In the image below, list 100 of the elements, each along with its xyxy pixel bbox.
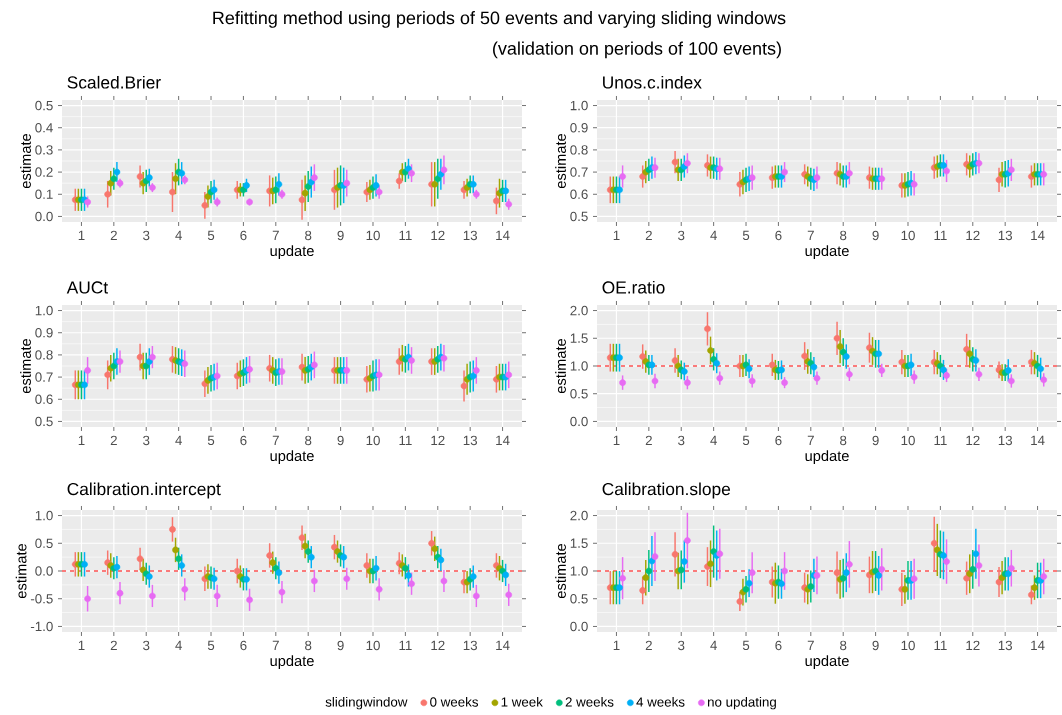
x-axis-title: update [270,245,314,259]
y-tick-label: 0.0 [570,621,588,632]
x-tick-label: 4 [710,230,717,240]
y-tick-label: 1.0 [35,510,53,521]
y-axis-title: estimate [555,338,566,394]
x-tick-label: 12 [966,230,980,241]
y-tick-label: 0.5 [570,389,588,399]
text: Refitting method using periods of 50 events and varying sliding windows [213,11,786,28]
x-tick-label: 2 [645,230,652,241]
x-tick-label: 12 [966,640,980,651]
y-tick-label: 1.0 [570,566,588,576]
x-tick-label: 1 [613,435,620,445]
x-tick-label: 1 [78,230,85,240]
x-tick-label: 4 [710,640,717,650]
x-tick-label: 12 [431,230,445,241]
x-tick-label: 1 [78,435,85,445]
x-tick-label: 8 [840,435,847,446]
y-tick-label: 0.0 [35,211,53,222]
x-tick-label: 11 [934,435,947,445]
x-tick-label: 7 [807,640,814,650]
y-tick-label: 0.7 [570,167,588,177]
y-tick-label: 0.5 [35,100,53,111]
x-tick-label: 10 [366,640,380,651]
x-tick-label: 11 [399,640,412,650]
x-tick-label: 8 [305,435,312,446]
y-tick-label: 0.5 [35,416,53,427]
legend-label: 2 weeks [565,696,614,707]
x-tick-label: 1 [613,230,620,240]
x-tick-label: 12 [431,435,445,446]
x-tick-label: 10 [901,640,915,651]
y-tick-label: 0.0 [570,416,588,427]
x-tick-label: 11 [934,230,947,240]
x-tick-label: 11 [399,230,412,240]
y-tick-label: 0.6 [35,394,53,404]
x-tick-label: 13 [998,435,1013,446]
y-tick-label: 0.3 [35,145,53,155]
chart-title: AUCt [66,281,108,294]
x-tick-label: 8 [305,640,312,651]
x-tick-label: 14 [496,435,510,445]
y-axis-title: estimate [555,543,566,599]
x-tick-label: 13 [463,435,478,446]
x-tick-label: 4 [175,435,182,445]
x-tick-label: 5 [207,230,215,241]
x-tick-label: 2 [645,640,652,651]
y-tick-label: 0.6 [570,189,588,199]
legend-title: slidingwindow [325,696,408,710]
x-tick-label: 14 [1031,640,1045,650]
x-tick-label: 13 [463,640,478,651]
x-tick-label: 2 [110,230,117,241]
y-tick-label: 0.8 [570,145,588,155]
x-tick-label: 12 [966,435,980,446]
chart-title: OE.ratio [602,280,665,294]
y-tick-label: 1.5 [570,333,588,343]
x-tick-label: 5 [207,435,215,446]
y-axis-title: estimate [15,543,27,599]
y-tick-label: 0.9 [35,328,53,338]
x-tick-label: 9 [872,435,879,446]
y-tick-label: 0.0 [35,566,53,576]
x-tick-label: 7 [272,640,279,650]
x-tick-label: 8 [305,230,312,241]
x-tick-label: 14 [1031,230,1045,240]
x-tick-label: 9 [872,640,879,651]
y-tick-label: 0.5 [570,594,588,604]
x-tick-label: 9 [337,230,344,241]
text: (validation on periods of 100 events) [493,41,781,59]
legend-label: 4 weeks [636,696,685,707]
x-tick-label: 3 [143,640,150,651]
y-tick-label: 0.7 [35,372,53,382]
x-tick-label: 4 [175,640,182,650]
y-tick-label: 0.5 [570,211,588,222]
x-axis-title: update [805,245,849,259]
chart-title: Calibration.slope [602,482,731,499]
x-tick-label: 4 [175,230,182,240]
x-tick-label: 11 [934,640,947,650]
y-tick-label: 0.5 [35,538,53,548]
y-tick-label: 0.4 [35,123,53,133]
y-tick-label: 1.0 [570,361,588,371]
x-tick-label: 3 [678,640,685,651]
x-tick-label: 1 [613,640,620,650]
x-tick-label: 10 [366,435,380,446]
legend-label: 1 week [501,696,543,707]
x-tick-label: 7 [807,435,814,445]
x-tick-label: 2 [645,435,652,446]
x-tick-label: 9 [337,435,344,446]
x-axis-title: update [270,450,314,464]
chart-title: Calibration.intercept [67,482,221,499]
y-tick-label: 2.0 [570,510,588,521]
chart-title: Scaled.Brier [67,75,161,89]
y-tick-label: 1.0 [570,100,588,111]
x-tick-label: 5 [742,640,750,651]
x-tick-label: 6 [240,230,247,241]
x-axis-title: update [270,655,314,669]
x-axis-title: update [805,655,849,669]
y-tick-label: 2.0 [570,305,588,316]
y-axis-title: estimate [20,338,31,394]
x-tick-label: 6 [240,640,247,651]
x-tick-label: 7 [272,435,279,445]
x-axis-title: update [805,450,849,464]
x-tick-label: 10 [366,230,380,241]
x-tick-label: 3 [143,435,150,446]
